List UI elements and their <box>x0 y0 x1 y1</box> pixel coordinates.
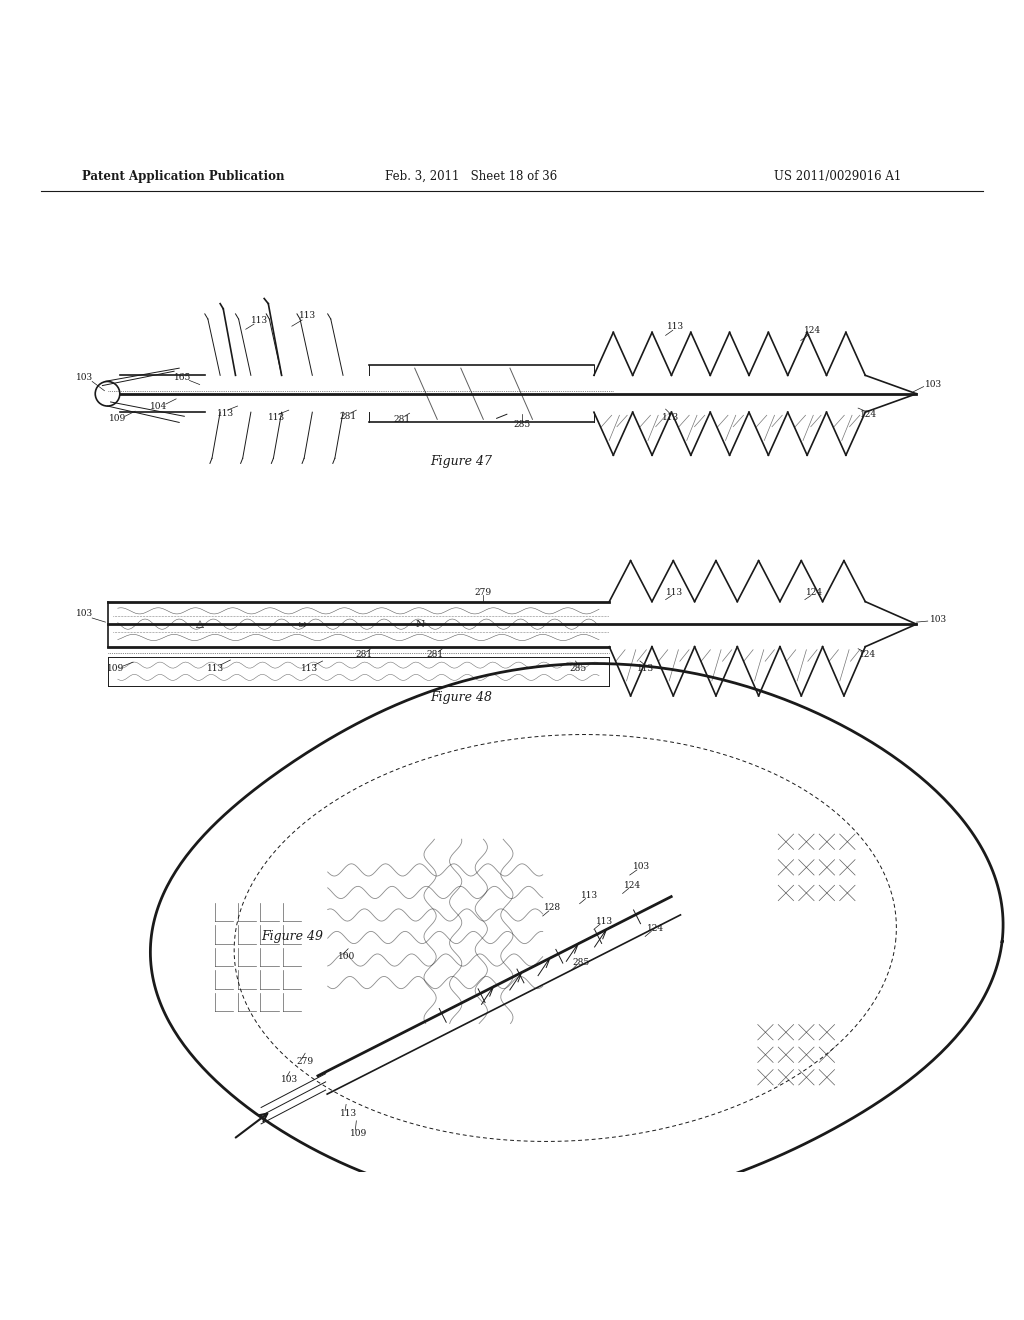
Text: 103: 103 <box>925 380 942 389</box>
Text: Feb. 3, 2011   Sheet 18 of 36: Feb. 3, 2011 Sheet 18 of 36 <box>385 170 557 183</box>
Text: 113: 113 <box>340 1109 356 1118</box>
Text: 124: 124 <box>859 651 876 660</box>
Text: 124: 124 <box>804 326 820 335</box>
Text: 113: 113 <box>217 409 233 417</box>
Text: 281: 281 <box>355 651 372 660</box>
Text: Figure 47: Figure 47 <box>430 455 492 467</box>
Text: 128: 128 <box>545 903 561 912</box>
Text: 109: 109 <box>350 1129 367 1138</box>
Text: 113: 113 <box>663 413 679 422</box>
Text: 113: 113 <box>301 664 317 673</box>
Text: 103: 103 <box>930 615 947 623</box>
Text: N: N <box>416 619 424 628</box>
Text: 281: 281 <box>340 412 356 421</box>
Text: 113: 113 <box>582 891 598 900</box>
Text: 113: 113 <box>207 664 223 673</box>
Text: 113: 113 <box>637 664 653 673</box>
Text: 285: 285 <box>572 957 589 966</box>
Text: 124: 124 <box>860 409 877 418</box>
Text: 124: 124 <box>625 880 641 890</box>
Text: ω: ω <box>298 619 306 628</box>
Text: 285: 285 <box>514 420 530 429</box>
Text: 113: 113 <box>251 315 267 325</box>
Text: US 2011/0029016 A1: US 2011/0029016 A1 <box>774 170 901 183</box>
Text: 113: 113 <box>299 312 315 321</box>
Text: 124: 124 <box>806 587 822 597</box>
Text: 285: 285 <box>570 664 587 673</box>
Text: 103: 103 <box>633 862 649 871</box>
Text: 103: 103 <box>282 1076 298 1084</box>
Text: 165: 165 <box>174 372 190 381</box>
Text: 103: 103 <box>77 372 93 381</box>
Text: 113: 113 <box>268 413 285 422</box>
Text: 103: 103 <box>77 610 93 618</box>
Text: 281: 281 <box>394 414 411 424</box>
Text: △: △ <box>196 619 204 628</box>
Text: 109: 109 <box>108 664 124 673</box>
Text: 279: 279 <box>475 587 492 597</box>
Text: 279: 279 <box>297 1057 313 1067</box>
Text: 104: 104 <box>151 401 167 411</box>
Text: 113: 113 <box>668 322 684 331</box>
Text: 124: 124 <box>647 924 664 933</box>
Text: 100: 100 <box>338 953 354 961</box>
Text: Figure 48: Figure 48 <box>430 692 492 705</box>
Text: 113: 113 <box>667 587 683 597</box>
Text: 281: 281 <box>427 651 443 660</box>
Text: —: — <box>527 619 538 628</box>
Text: Figure 49: Figure 49 <box>261 931 323 942</box>
Text: Patent Application Publication: Patent Application Publication <box>82 170 285 183</box>
Text: 109: 109 <box>110 414 126 422</box>
Text: 113: 113 <box>596 916 612 925</box>
